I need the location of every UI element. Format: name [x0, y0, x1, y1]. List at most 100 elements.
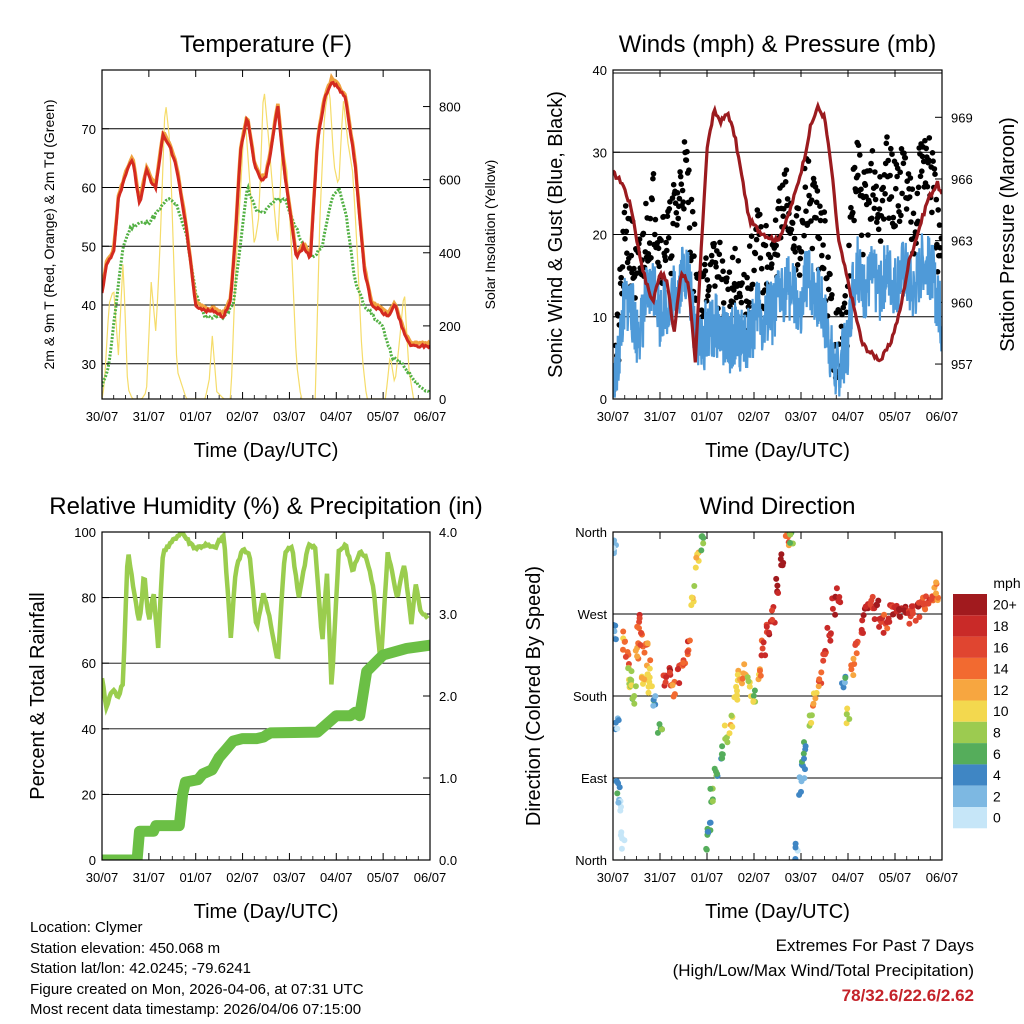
gust-point [809, 245, 816, 252]
gust-point [866, 199, 872, 206]
wind-direction-point [757, 667, 763, 674]
station-latlon: Station lat/lon: 42.0245; -79.6241 [30, 960, 252, 977]
gust-point [897, 169, 903, 175]
wind-direction-point [757, 672, 764, 679]
gust-point [664, 213, 671, 219]
temperature-ytick-label: 50 [82, 239, 96, 254]
wind_direction-xtick-label: 05/07 [879, 870, 912, 885]
winds-xtick-label: 01/07 [691, 409, 724, 424]
wind_direction-ytick-label: North [575, 525, 607, 540]
wind-direction-point [923, 593, 929, 600]
gust-point [915, 184, 922, 191]
wind-direction-point [680, 659, 687, 666]
wind-direction-point [739, 680, 745, 687]
gust-point [745, 304, 752, 310]
wind_direction-xlabel: Time (Day/UTC) [705, 901, 850, 923]
winds-xtick-label: 06/07 [926, 409, 959, 424]
gust-point [729, 254, 736, 261]
humidity-xtick-label: 04/07 [320, 870, 353, 885]
wind-direction-point [846, 716, 853, 722]
winds-ytick-right-label: 969 [951, 110, 973, 125]
gust-point [903, 206, 910, 212]
wind_direction-ytick-label: North [575, 853, 607, 868]
temperature-ytick-right-label: 200 [439, 319, 461, 334]
wind-direction-point [613, 719, 619, 726]
wind-direction-point [631, 700, 638, 707]
gust-point [739, 280, 745, 286]
dewpoint-line [102, 182, 430, 395]
wind-direction-point [778, 562, 785, 569]
winds-xtick-label: 31/07 [644, 409, 677, 424]
humidity-ytick-right-label: 0.0 [439, 853, 457, 868]
wind-direction-point [850, 672, 857, 679]
winds-frame [612, 69, 943, 400]
gust-point [917, 173, 924, 180]
wind-direction-point [746, 683, 753, 690]
wind-direction-point [625, 665, 632, 672]
humidity-xtick-label: 05/07 [367, 870, 400, 885]
gust-point [664, 247, 670, 254]
winds-xtick-label: 04/07 [832, 409, 865, 424]
gust-point [909, 186, 916, 192]
gust-point [677, 173, 684, 180]
extremes-summary: Extremes For Past 7 Days (High/Low/Max W… [673, 933, 974, 1008]
wind-direction-point [654, 729, 661, 736]
gust-point [649, 196, 655, 203]
wind-direction-point [646, 665, 653, 672]
gust-point [622, 236, 628, 242]
gust-point [691, 221, 698, 227]
gust-point [666, 206, 673, 212]
gust-point [684, 148, 690, 155]
gust-point [814, 188, 821, 194]
temperature-xtick-label: 02/07 [226, 409, 259, 424]
wind-direction-point [885, 615, 892, 622]
wind-direction-point [824, 624, 831, 631]
winds-ytick-right-label: 966 [951, 172, 973, 187]
wind-direction-point [925, 600, 932, 607]
gust-point [691, 253, 697, 259]
wind-direction-point [666, 669, 673, 676]
humidity-xtick-label: 02/07 [226, 870, 259, 885]
wind-direction-point [620, 628, 627, 635]
temp-9m-line [102, 72, 430, 347]
wind-direction-point [867, 601, 874, 608]
gust-point [732, 245, 738, 252]
wind-direction-point [769, 607, 775, 614]
gust-point [882, 191, 888, 197]
humidity-ytick-label: 80 [82, 591, 96, 606]
wind-direction-point [734, 687, 740, 694]
wind-direction-point [705, 828, 712, 835]
gust-point [884, 134, 890, 140]
gust-point [648, 254, 654, 261]
temperature-xtick-label: 06/07 [414, 409, 447, 424]
solar-insolation-line [102, 88, 430, 399]
wind_direction-xtick-label: 31/07 [644, 870, 677, 885]
temperature-ytick-right-label: 400 [439, 246, 461, 261]
wind-direction-point [759, 645, 766, 652]
wind-direction-point [792, 856, 799, 860]
wind-direction-point [721, 722, 728, 729]
gust-point [808, 197, 815, 203]
humidity-ytick-right-label: 1.0 [439, 771, 457, 786]
gust-point [704, 277, 711, 283]
wind-direction-point [787, 539, 793, 546]
gust-point [720, 300, 727, 306]
gust-point [819, 252, 825, 259]
wind-direction-point [832, 611, 839, 618]
extremes-title: Extremes For Past 7 Days [775, 936, 974, 955]
gust-point [936, 222, 942, 228]
gust-point [754, 207, 761, 213]
humidity-xlabel: Time (Day/UTC) [194, 901, 339, 923]
winds-ytick-right-label: 957 [951, 357, 973, 372]
gust-point [889, 151, 895, 157]
gust-point [650, 175, 656, 182]
gust-point [720, 268, 726, 275]
gust-point [676, 195, 683, 202]
gust-point [898, 146, 905, 152]
winds-xtick-label: 02/07 [738, 409, 771, 424]
temperature-ytick-right-label: 600 [439, 173, 461, 188]
wind-direction-point [916, 614, 923, 620]
wind-direction-point [844, 705, 851, 712]
gust-point [645, 251, 652, 257]
wind-direction-point [650, 702, 657, 709]
